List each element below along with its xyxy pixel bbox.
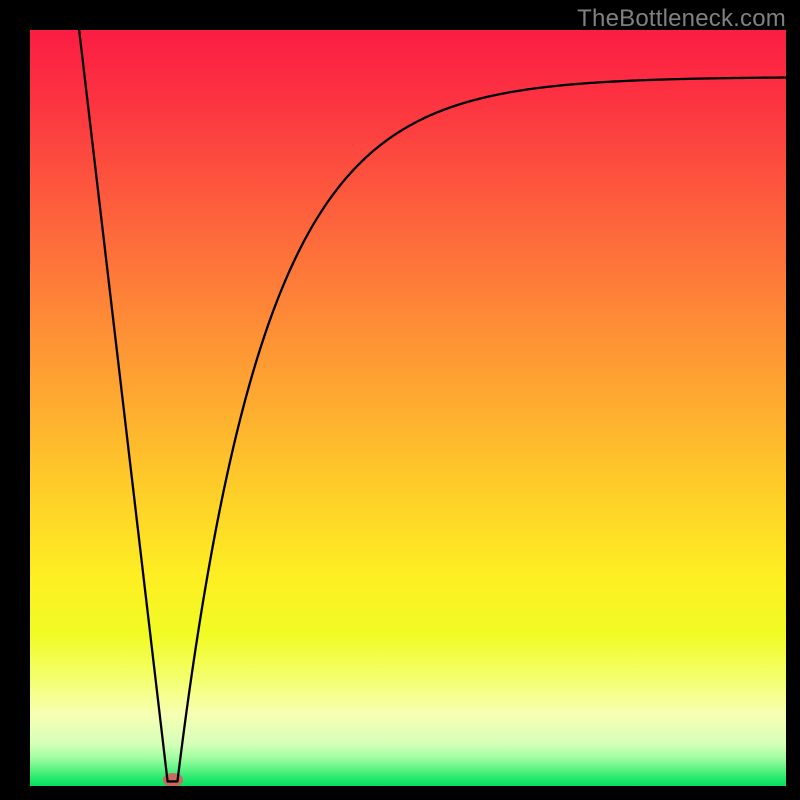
gradient-background xyxy=(30,30,786,786)
chart-root: TheBottleneck.com xyxy=(0,0,800,800)
plot-area xyxy=(30,30,786,786)
watermark-text: TheBottleneck.com xyxy=(577,5,786,33)
plot-svg xyxy=(30,30,786,786)
